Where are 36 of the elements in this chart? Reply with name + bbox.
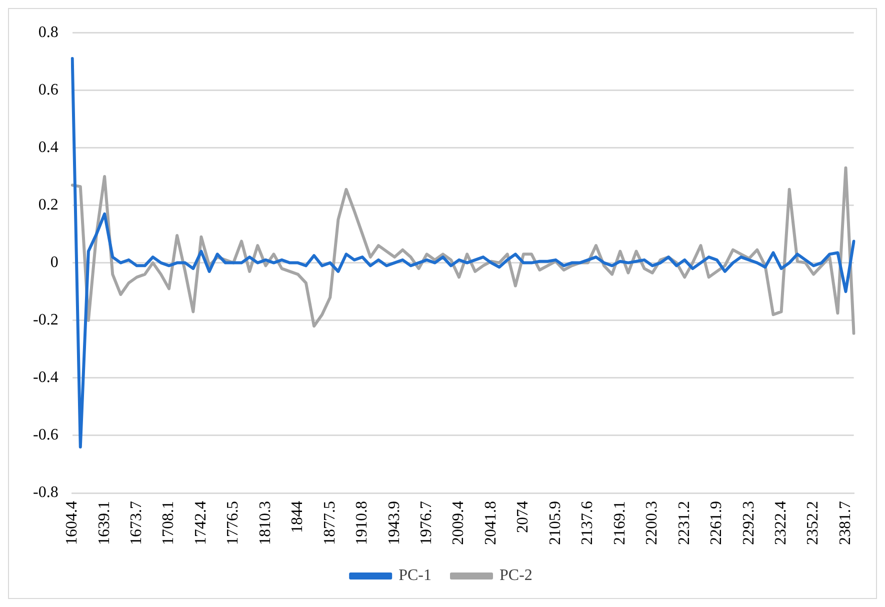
- x-tick-label: 1810.3: [256, 501, 274, 545]
- y-tick-label: 0.2: [38, 196, 58, 214]
- x-tick-label: 1776.5: [224, 501, 242, 545]
- x-tick-label: 2009.4: [450, 501, 468, 545]
- legend-label: PC-1: [398, 567, 432, 584]
- y-tick-label: 0.6: [38, 81, 58, 98]
- x-tick-label: 2041.8: [482, 501, 500, 545]
- x-tick-label: 1943.9: [386, 501, 403, 545]
- x-tick-label: 2352.2: [804, 501, 822, 545]
- x-tick-label: 1604.4: [64, 501, 81, 545]
- y-tick-label: -0.6: [33, 426, 58, 444]
- x-tick-label: 1673.7: [128, 501, 145, 545]
- y-tick-label: -0.2: [33, 312, 58, 329]
- x-tick-label: 2074: [514, 501, 532, 533]
- legend-label: PC-2: [500, 567, 532, 584]
- y-tick-label: -0.4: [33, 369, 58, 386]
- x-tick-label: 1708.1: [160, 501, 178, 545]
- x-tick-label: 2105.9: [546, 501, 564, 545]
- x-tick-label: 2169.1: [611, 501, 628, 545]
- y-tick-label: 0.8: [38, 24, 58, 41]
- x-tick-label: 2381.7: [836, 501, 854, 545]
- x-tick-label: 2292.3: [740, 501, 758, 545]
- x-tick-label: 1877.5: [321, 501, 338, 545]
- x-tick-label: 2322.4: [772, 501, 790, 545]
- x-tick-label: 2231.2: [676, 501, 693, 545]
- x-tick-label: 1844: [289, 501, 306, 533]
- y-tick-label: 0.4: [38, 138, 58, 156]
- x-tick-label: 2137.6: [579, 501, 596, 545]
- y-tick-label: 0: [50, 254, 58, 272]
- x-tick-label: 2200.3: [644, 501, 661, 545]
- x-tick-label: 1639.1: [96, 501, 113, 545]
- x-tick-label: 1742.4: [192, 501, 210, 545]
- x-tick-label: 1910.8: [354, 501, 371, 545]
- x-tick-label: 1976.7: [418, 501, 436, 545]
- y-tick-label: -0.8: [33, 484, 58, 502]
- x-tick-label: 2261.9: [708, 501, 726, 545]
